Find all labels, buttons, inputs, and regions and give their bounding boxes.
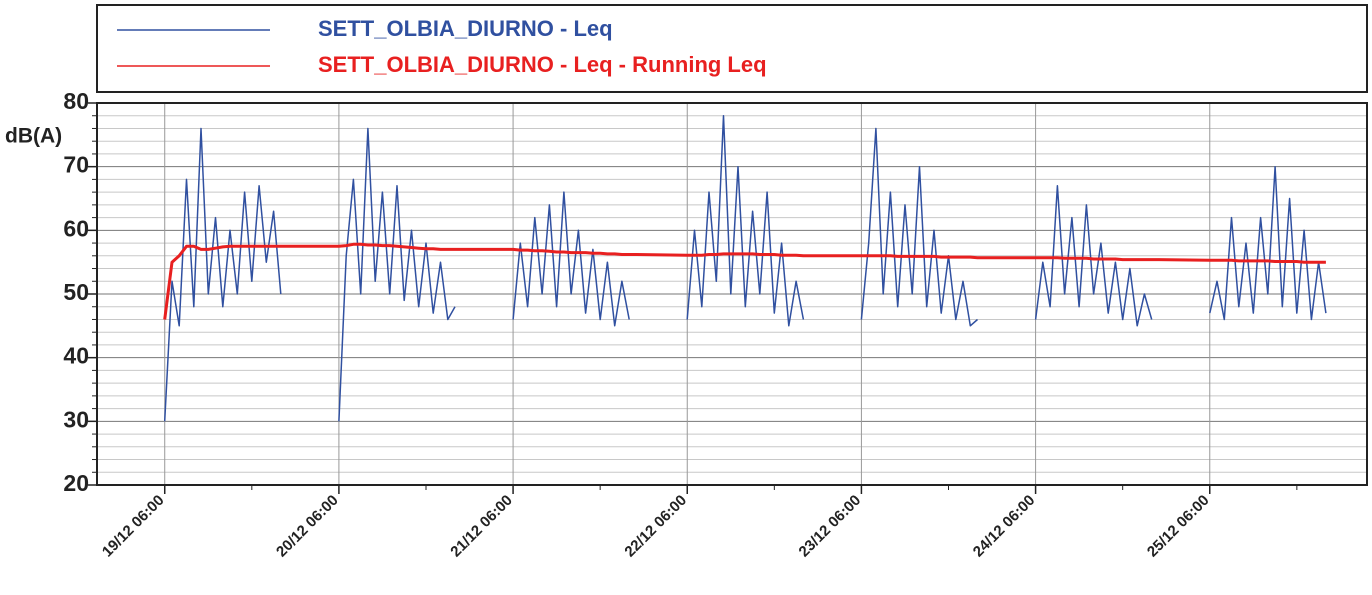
y-tick-label: 40: [63, 343, 89, 369]
legend-box: [96, 4, 1368, 93]
y-tick-label: 80: [63, 88, 89, 114]
x-tick-label: 22/12 06:00: [621, 492, 690, 561]
x-tick-label: 23/12 06:00: [796, 492, 865, 561]
plot-frame: [96, 102, 1368, 486]
legend-label: SETT_OLBIA_DIURNO - Leq: [318, 16, 613, 41]
y-tick-label: 30: [63, 406, 89, 432]
y-tick-label: 70: [63, 152, 89, 178]
y-axis-label: dB(A): [5, 125, 62, 148]
x-tick-label: 20/12 06:00: [273, 492, 342, 561]
x-tick-label: 25/12 06:00: [1144, 492, 1213, 561]
y-tick-label: 60: [63, 215, 89, 241]
y-tick-label: 20: [63, 470, 89, 496]
x-tick-label: 24/12 06:00: [970, 492, 1039, 561]
y-tick-label: 50: [63, 279, 89, 305]
x-tick-label: 21/12 06:00: [447, 492, 516, 561]
x-tick-label: 19/12 06:00: [99, 492, 168, 561]
series-line: [163, 242, 1326, 320]
legend-label: SETT_OLBIA_DIURNO - Leq - Running Leq: [318, 52, 767, 77]
series-line: [163, 114, 1327, 422]
